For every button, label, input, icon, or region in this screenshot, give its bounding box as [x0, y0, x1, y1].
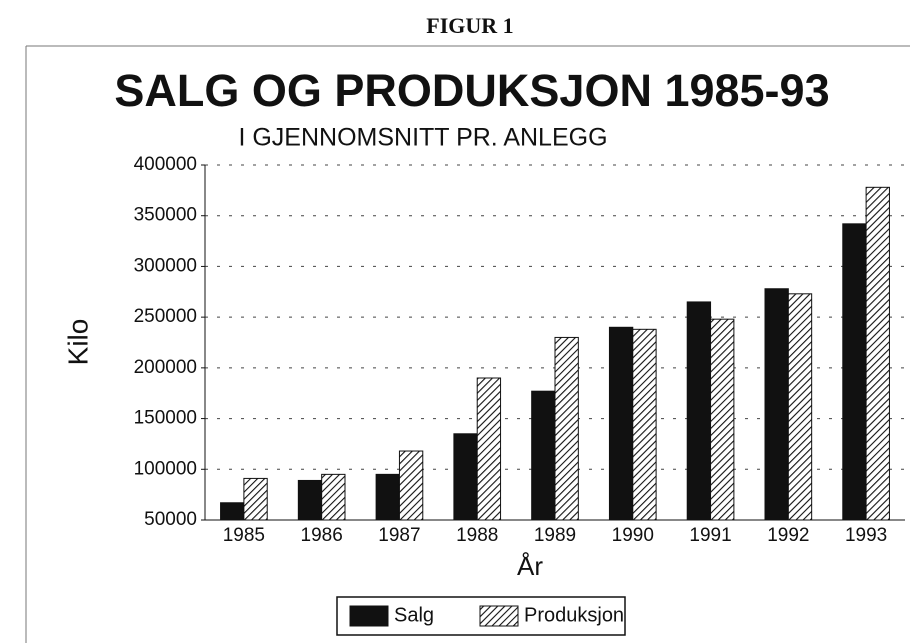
y-tick-label: 50000: [144, 509, 197, 530]
bar: [764, 288, 789, 521]
legend-swatch: [349, 605, 389, 627]
legend-label: Salg: [394, 604, 434, 626]
bar: [608, 326, 634, 521]
chart-subtitle: I GJENNOMSNITT PR. ANLEGG: [238, 124, 607, 152]
bar: [787, 293, 813, 521]
bar: [453, 433, 478, 521]
figure-label: FIGUR 1: [426, 13, 513, 38]
bar: [710, 318, 735, 521]
x-tick-label: 1986: [301, 525, 343, 546]
x-tick-label: 1991: [689, 525, 731, 546]
y-axis-label: Kilo: [62, 319, 93, 366]
x-tick-label: 1988: [456, 525, 498, 546]
y-tick-label: 350000: [134, 205, 197, 226]
bar: [321, 473, 346, 521]
bar: [398, 450, 424, 521]
x-tick-label: 1987: [378, 525, 420, 546]
bar: [632, 328, 657, 521]
x-tick-label: 1989: [534, 525, 576, 546]
bar: [531, 390, 556, 521]
bar: [686, 301, 712, 521]
y-tick-label: 100000: [134, 458, 197, 479]
legend-swatch: [479, 605, 519, 627]
x-tick-label: 1985: [223, 525, 265, 546]
bar: [554, 336, 579, 521]
y-tick-label: 250000: [134, 306, 197, 327]
bar: [476, 377, 502, 521]
bar: [220, 502, 245, 521]
x-tick-label: 1990: [612, 525, 654, 546]
y-tick-label: 300000: [134, 255, 197, 276]
x-tick-label: 1992: [767, 525, 809, 546]
y-tick-label: 150000: [134, 408, 197, 429]
y-tick-label: 400000: [134, 154, 197, 175]
bar: [375, 473, 400, 521]
bar: [243, 477, 268, 521]
chart-title: SALG OG PRODUKSJON 1985-93: [114, 65, 829, 116]
legend-label: Produksjon: [524, 604, 624, 626]
x-axis-label: År: [517, 551, 543, 581]
x-tick-label: 1993: [845, 525, 887, 546]
bar: [297, 479, 323, 521]
bar: [842, 223, 867, 521]
bar: [865, 186, 890, 521]
frame: [25, 45, 910, 643]
y-tick-label: 200000: [134, 357, 197, 378]
